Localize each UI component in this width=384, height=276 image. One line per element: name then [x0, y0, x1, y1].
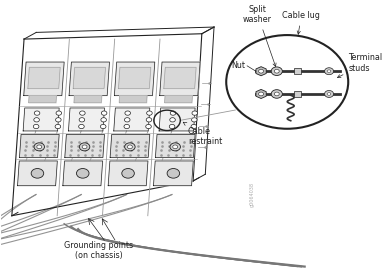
Polygon shape [20, 134, 59, 157]
Text: Cable lug: Cable lug [282, 11, 320, 34]
Circle shape [147, 111, 152, 115]
Text: Nut: Nut [232, 61, 245, 70]
Circle shape [55, 124, 61, 129]
Circle shape [100, 124, 106, 129]
Circle shape [167, 169, 180, 178]
Circle shape [271, 67, 282, 76]
Circle shape [124, 118, 130, 122]
Circle shape [56, 118, 61, 122]
Circle shape [34, 111, 40, 115]
Circle shape [274, 92, 279, 96]
Circle shape [259, 69, 263, 73]
Text: Grounding points
(on chassis): Grounding points (on chassis) [65, 241, 134, 260]
Polygon shape [23, 108, 59, 131]
Circle shape [327, 93, 331, 95]
Circle shape [324, 91, 334, 97]
Circle shape [101, 111, 107, 115]
Circle shape [146, 118, 152, 122]
Circle shape [226, 35, 348, 129]
Circle shape [192, 118, 197, 122]
Polygon shape [159, 108, 195, 131]
Circle shape [79, 143, 90, 151]
Polygon shape [68, 108, 104, 131]
Circle shape [82, 145, 87, 149]
Circle shape [125, 111, 131, 115]
Polygon shape [154, 161, 193, 186]
Circle shape [122, 169, 134, 178]
Polygon shape [65, 134, 104, 157]
Circle shape [31, 169, 44, 178]
Polygon shape [69, 62, 109, 95]
Text: g0064038: g0064038 [250, 182, 255, 207]
Circle shape [56, 111, 61, 115]
Circle shape [274, 69, 279, 73]
Polygon shape [63, 161, 103, 186]
Circle shape [125, 143, 135, 151]
Circle shape [34, 118, 40, 122]
Polygon shape [114, 108, 150, 131]
Circle shape [79, 118, 85, 122]
Circle shape [79, 111, 85, 115]
Circle shape [170, 143, 180, 151]
Circle shape [327, 70, 331, 73]
Polygon shape [164, 67, 196, 89]
Circle shape [191, 124, 197, 129]
Bar [294, 91, 301, 97]
Bar [294, 68, 301, 75]
Polygon shape [114, 62, 155, 95]
Polygon shape [73, 67, 106, 89]
Polygon shape [156, 134, 195, 157]
Circle shape [124, 124, 129, 129]
Polygon shape [165, 95, 192, 103]
Polygon shape [110, 134, 150, 157]
Polygon shape [119, 67, 151, 89]
Polygon shape [18, 161, 57, 186]
Circle shape [170, 118, 175, 122]
Circle shape [271, 90, 282, 98]
Circle shape [169, 124, 175, 129]
Circle shape [37, 145, 42, 149]
Polygon shape [28, 67, 60, 89]
Text: Terminal
studs: Terminal studs [338, 54, 382, 78]
Text: Split
washer: Split washer [243, 5, 276, 67]
Circle shape [324, 68, 334, 75]
Polygon shape [119, 95, 147, 103]
Circle shape [259, 92, 263, 96]
Circle shape [192, 111, 197, 115]
Polygon shape [108, 161, 148, 186]
Polygon shape [24, 62, 64, 95]
Text: Cable
restraint: Cable restraint [183, 122, 222, 146]
Circle shape [127, 145, 132, 149]
Circle shape [76, 169, 89, 178]
Circle shape [34, 143, 45, 151]
Circle shape [173, 145, 178, 149]
Circle shape [170, 111, 176, 115]
Circle shape [33, 124, 39, 129]
Polygon shape [29, 95, 56, 103]
Circle shape [79, 124, 84, 129]
Polygon shape [160, 62, 200, 95]
Polygon shape [74, 95, 102, 103]
Circle shape [101, 118, 106, 122]
Circle shape [146, 124, 151, 129]
